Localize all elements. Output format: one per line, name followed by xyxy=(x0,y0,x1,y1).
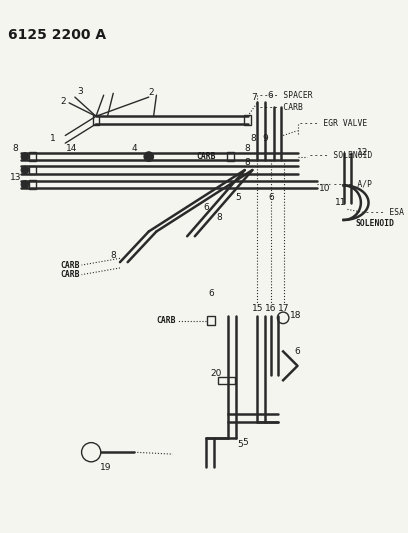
Text: ---- A/P: ---- A/P xyxy=(333,180,372,189)
Text: 9: 9 xyxy=(262,134,268,143)
Text: ---- ESA: ---- ESA xyxy=(365,208,404,217)
Bar xyxy=(226,152,234,161)
Text: 1: 1 xyxy=(50,134,55,143)
Text: 8: 8 xyxy=(245,158,251,167)
Bar xyxy=(29,180,36,189)
Text: 6: 6 xyxy=(268,91,273,100)
Circle shape xyxy=(144,152,153,161)
Text: 15: 15 xyxy=(251,304,263,313)
Text: 8: 8 xyxy=(216,213,222,222)
Text: 8: 8 xyxy=(111,251,116,260)
Text: 8: 8 xyxy=(245,144,251,154)
Bar xyxy=(244,115,251,125)
Text: SOLENOID: SOLENOID xyxy=(355,219,394,228)
Text: 6125 2200 A: 6125 2200 A xyxy=(8,28,106,42)
Text: 13: 13 xyxy=(10,173,21,182)
Text: 20: 20 xyxy=(210,369,222,378)
Text: 8: 8 xyxy=(13,144,18,154)
Text: 11: 11 xyxy=(335,198,346,207)
Text: ---- EGR VALVE: ---- EGR VALVE xyxy=(299,119,368,128)
Text: 2: 2 xyxy=(149,88,155,97)
Text: CARB: CARB xyxy=(156,316,175,325)
Text: 14: 14 xyxy=(66,144,78,154)
Text: CARB: CARB xyxy=(196,152,216,161)
Text: ---- SOLENOID: ---- SOLENOID xyxy=(309,151,373,160)
Bar xyxy=(29,166,36,174)
Circle shape xyxy=(21,166,29,174)
Bar xyxy=(218,377,235,384)
Bar xyxy=(29,152,36,161)
Text: 5: 5 xyxy=(235,193,241,203)
Text: ---- CARB: ---- CARB xyxy=(259,103,303,112)
Circle shape xyxy=(21,153,29,160)
Text: 3: 3 xyxy=(78,87,84,96)
Text: 8: 8 xyxy=(251,134,256,143)
Text: CARB: CARB xyxy=(60,261,80,270)
Text: 7: 7 xyxy=(251,93,257,102)
Text: 16: 16 xyxy=(265,304,276,313)
Text: 18: 18 xyxy=(290,311,302,320)
Text: 17: 17 xyxy=(278,304,290,313)
Circle shape xyxy=(21,181,29,188)
Text: CARB: CARB xyxy=(60,270,80,279)
Text: ---- SPACER: ---- SPACER xyxy=(259,91,313,100)
Bar xyxy=(207,317,215,325)
Text: 6: 6 xyxy=(269,193,275,203)
Bar xyxy=(93,115,99,125)
Text: 6: 6 xyxy=(295,347,300,356)
Text: 5: 5 xyxy=(237,440,243,449)
Text: 19: 19 xyxy=(100,463,111,472)
Text: 10: 10 xyxy=(319,184,330,193)
Text: 6: 6 xyxy=(204,203,209,212)
Text: 6: 6 xyxy=(208,289,214,298)
Text: 4: 4 xyxy=(131,144,137,154)
Text: 12: 12 xyxy=(357,148,368,157)
Text: 2: 2 xyxy=(60,98,66,107)
Text: 5: 5 xyxy=(242,438,248,447)
